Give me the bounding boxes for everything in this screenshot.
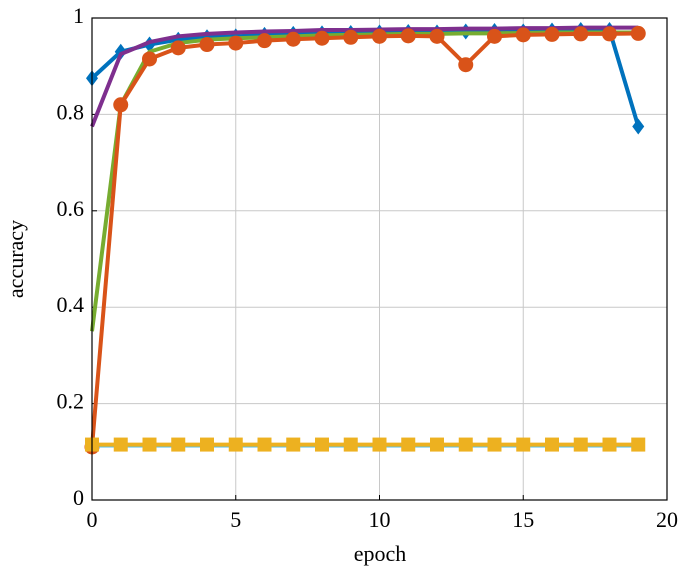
point: [257, 33, 272, 49]
point: [602, 26, 617, 42]
line: [90, 31, 639, 448]
point: [285, 31, 301, 47]
point: [200, 437, 214, 452]
point: [114, 43, 127, 60]
point: [228, 437, 243, 452]
point: [142, 51, 157, 67]
x-tick-label: 5: [230, 507, 241, 532]
point: [199, 37, 215, 53]
point: [170, 40, 186, 56]
point: [573, 437, 588, 452]
point: [545, 437, 559, 452]
y-tick-label: 0: [73, 485, 84, 510]
point: [458, 57, 474, 73]
point: [315, 437, 329, 452]
point: [113, 97, 129, 113]
y-tick-label: 0.2: [57, 389, 85, 414]
point: [401, 437, 416, 452]
point: [257, 437, 272, 452]
point: [631, 437, 646, 452]
x-tick-label: 10: [369, 507, 391, 532]
point: [632, 118, 645, 135]
point: [516, 437, 531, 452]
x-tick-label: 0: [87, 507, 98, 532]
point: [372, 28, 387, 44]
x-tick-label: 20: [656, 507, 678, 532]
point: [573, 26, 589, 42]
point: [343, 29, 359, 45]
point: [430, 437, 444, 452]
y-tick-label: 0.6: [57, 196, 85, 221]
plot-frame: [91, 17, 668, 501]
point: [372, 437, 387, 452]
point: [429, 28, 445, 44]
line: [90, 25, 639, 128]
point: [458, 437, 473, 452]
point: [544, 26, 560, 42]
point: [314, 30, 330, 46]
point: [113, 437, 128, 452]
point: [343, 437, 358, 452]
point: [515, 27, 531, 43]
point: [171, 437, 186, 452]
point: [487, 437, 502, 452]
line: [90, 30, 639, 332]
point: [400, 28, 416, 44]
point: [228, 35, 244, 51]
point: [602, 437, 617, 452]
x-axis-label: epoch: [354, 541, 407, 566]
x-tick-label: 15: [512, 507, 534, 532]
y-tick-label: 0.4: [57, 292, 85, 317]
y-axis-label: accuracy: [3, 220, 28, 298]
y-tick-label: 1: [73, 3, 84, 28]
point: [487, 28, 502, 44]
point: [630, 25, 646, 41]
point: [286, 437, 301, 452]
point: [142, 437, 157, 452]
y-tick-label: 0.8: [57, 99, 85, 124]
